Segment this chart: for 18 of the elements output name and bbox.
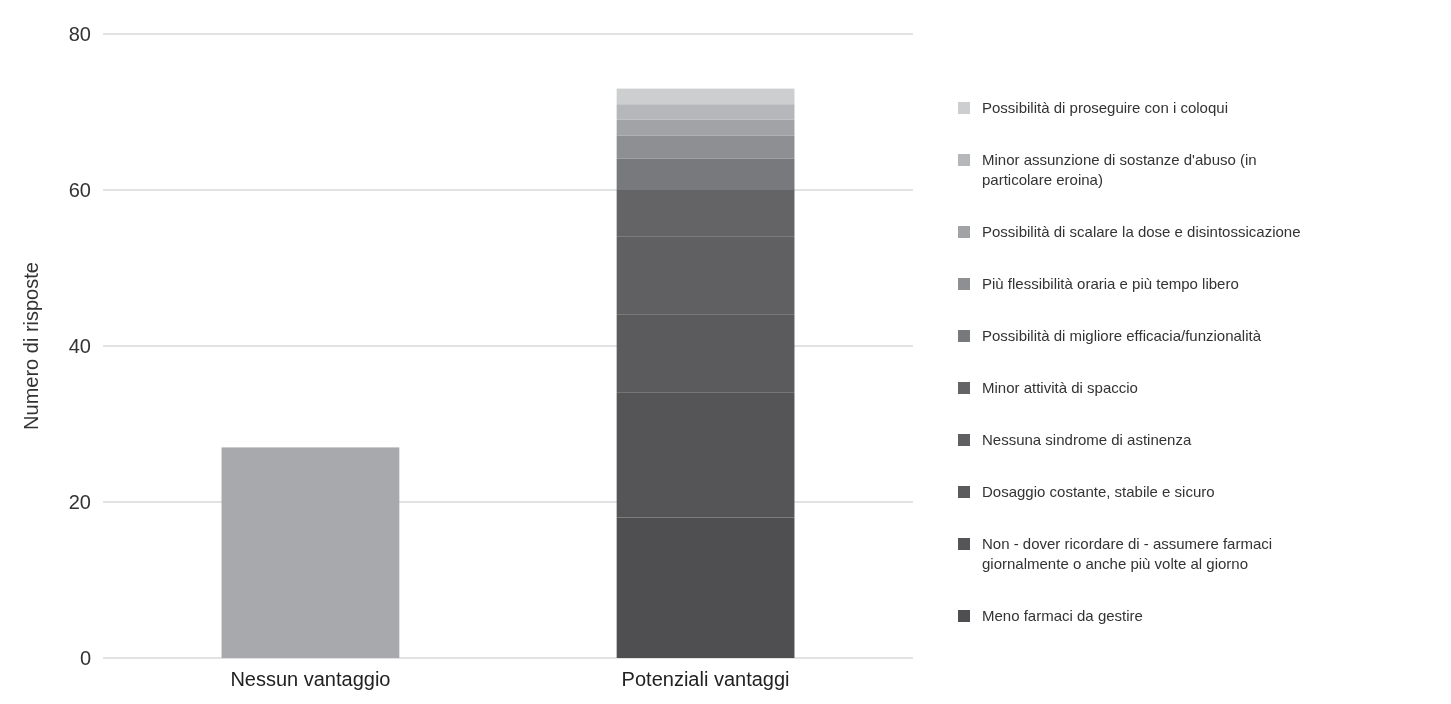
- y-tick-label: 40: [68, 335, 91, 357]
- legend-label: Meno farmaci da gestire: [982, 607, 1143, 624]
- legend-label: Minor attività di spaccio: [982, 379, 1138, 396]
- legend-label: Minor assunzione di sostanze d'abuso (in particolare eroina): [982, 151, 1257, 188]
- x-tick-label: Potenziali vantaggi: [621, 668, 790, 690]
- y-tick-label: 0: [79, 647, 91, 669]
- y-axis-title: Numero di risposte: [20, 262, 42, 430]
- y-tick-label: 60: [68, 179, 91, 201]
- y-tick-label: 20: [68, 491, 91, 513]
- legend-label: Possibilità di scalare la dose e disintossicazione: [982, 223, 1301, 240]
- y-tick-label: 80: [68, 23, 91, 45]
- legend-label: Non - dover ricordare di - assumere farmaci giornalmente o anche più volte al giorno: [982, 535, 1273, 572]
- legend-label: Possibilità di proseguire con i coloqui: [982, 99, 1228, 116]
- legend-label: Dosaggio costante, stabile e sicuro: [982, 483, 1215, 500]
- x-tick-label: Nessun vantaggio: [230, 668, 391, 690]
- legend-label: Più flessibilità oraria e più tempo libero: [982, 275, 1239, 292]
- legend-label: Nessuna sindrome di astinenza: [982, 431, 1192, 448]
- legend-label: Possibilità di migliore efficacia/funzionalità: [982, 327, 1262, 344]
